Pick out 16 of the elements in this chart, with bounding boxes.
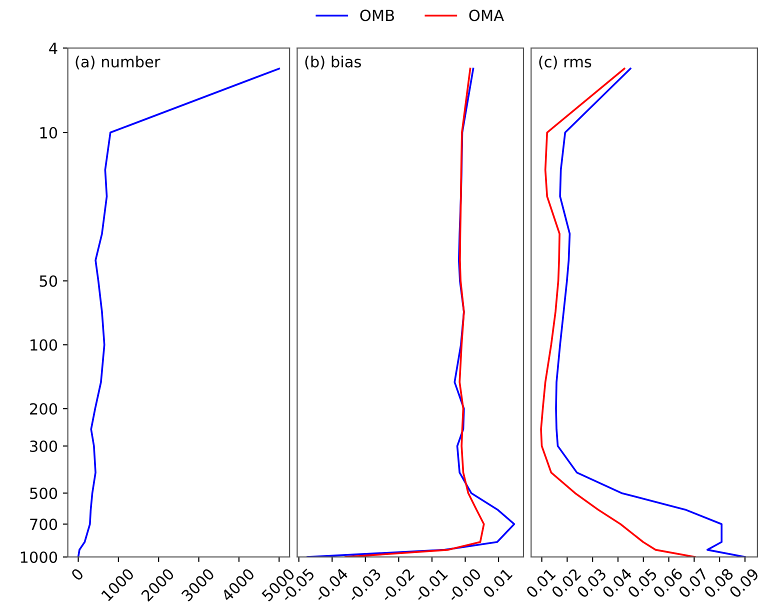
line-series — [77, 68, 280, 557]
y-tick-label: 50 — [40, 275, 58, 287]
y-tick-label: 10 — [40, 126, 58, 139]
y-tick-label: 700 — [30, 518, 58, 530]
legend-label: OMA — [469, 10, 504, 22]
y-tick-label: 1000 — [20, 551, 58, 564]
chart-title: (b) bias — [305, 56, 361, 70]
chart-title: (a) number — [76, 56, 160, 70]
y-tick-label: 4 — [49, 42, 58, 54]
chart-title: (c) rms — [539, 56, 592, 70]
y-tick-label: 300 — [30, 440, 58, 452]
x-tick-label: 0 — [70, 568, 84, 582]
legend-label: OMB — [360, 10, 394, 22]
y-tick-label: 100 — [30, 339, 58, 351]
y-tick-label: 500 — [30, 488, 58, 500]
y-tick-label: 200 — [30, 403, 58, 415]
